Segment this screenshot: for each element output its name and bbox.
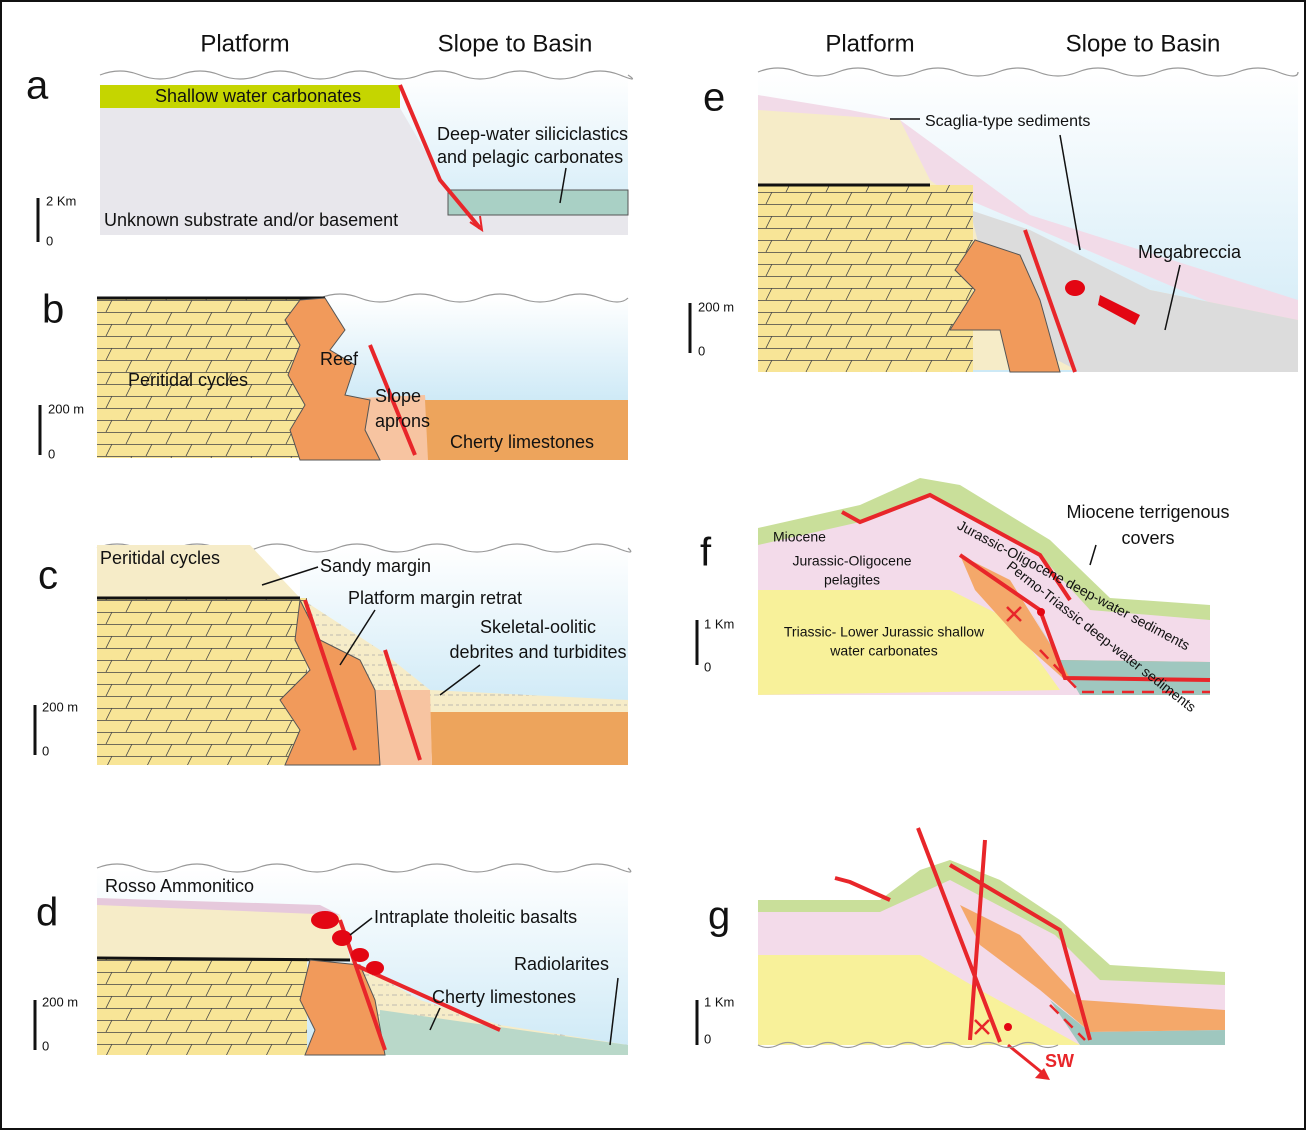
header: Slope to Basin [438, 30, 593, 57]
label: Unknown substrate and/or basement [104, 210, 398, 230]
scale-label: 0 [704, 1031, 711, 1046]
panel-letter: d [36, 891, 58, 935]
label: Sandy margin [320, 556, 431, 576]
label: Rosso Ammonitico [105, 876, 254, 896]
toward-symbol [1004, 1023, 1012, 1031]
scale-label: 1 Km [704, 616, 734, 631]
deep-water-layer [448, 190, 628, 215]
scale-label: 200 m [42, 699, 78, 714]
label: Megabreccia [1138, 242, 1242, 262]
header: Platform [200, 30, 289, 57]
label: Scaglia-type sediments [925, 113, 1090, 130]
scale-label: 0 [698, 343, 705, 358]
label: Miocene [773, 529, 826, 545]
panel-b: Peritidal cycles Reef Slope aprons Chert… [40, 288, 628, 462]
panel-letter: g [708, 894, 730, 938]
figure: Platform Slope to Basin Platform Slope t… [0, 0, 1306, 1130]
panel-e: Scaglia-type sediments Megabreccia e 200… [690, 68, 1298, 372]
header: Slope to Basin [1066, 30, 1221, 57]
label: Intraplate tholeitic basalts [374, 907, 577, 927]
panel-a: Shallow water carbonates Deep-water sili… [26, 64, 633, 249]
scale-label: 200 m [42, 994, 78, 1009]
panel-letter: b [42, 288, 64, 332]
label: Jurassic-Oligocene [792, 553, 911, 569]
scale-label: 0 [42, 743, 49, 758]
label: Triassic- Lower Jurassic shallow [784, 624, 985, 640]
basalt [311, 911, 339, 929]
toward-symbol [1037, 608, 1045, 616]
label: Peritidal cycles [128, 370, 248, 390]
platform [97, 958, 307, 1055]
basalt [351, 948, 369, 962]
label: Platform margin retrat [348, 588, 522, 608]
scale-label: 200 m [698, 299, 734, 314]
scale-label: 2 Km [46, 193, 76, 208]
basin [430, 712, 628, 765]
surface [97, 958, 350, 960]
panel-d: Rosso Ammonitico Intraplate tholeitic ba… [35, 864, 631, 1055]
block [1065, 280, 1085, 296]
panel-letter: f [700, 531, 712, 575]
label: Cherty limestones [432, 987, 576, 1007]
label: aprons [375, 411, 430, 431]
label: Shallow water carbonates [155, 86, 361, 106]
scale-label: 0 [46, 233, 53, 248]
label: Radiolarites [514, 954, 609, 974]
scale-label: 200 m [48, 401, 84, 416]
label: Miocene terrigenous [1066, 502, 1229, 522]
scale-label: 0 [42, 1038, 49, 1053]
panel-letter: e [703, 76, 725, 120]
scale-label: 1 Km [704, 994, 734, 1009]
scale-label: 0 [48, 446, 55, 461]
platform [758, 185, 973, 372]
label: Reef [320, 349, 359, 369]
label: SW [1045, 1051, 1074, 1071]
label: pelagites [824, 572, 880, 588]
scale-label: 0 [704, 659, 711, 674]
platform [97, 598, 307, 765]
panel-c: Peritidal cycles Sandy margin Platform m… [35, 544, 631, 765]
label: Skeletal-oolitic [480, 617, 596, 637]
basalt [332, 930, 352, 946]
label: Cherty limestones [450, 432, 594, 452]
panel-letter: a [26, 64, 49, 108]
basalt [366, 961, 384, 975]
label: Peritidal cycles [100, 548, 220, 568]
label: Slope [375, 386, 421, 406]
label: Deep-water siliciclastics [437, 124, 628, 144]
water [320, 298, 628, 403]
label: covers [1121, 528, 1174, 548]
panel-letter: c [38, 554, 58, 598]
label: and pelagic carbonates [437, 147, 623, 167]
label: water carbonates [829, 643, 937, 659]
label: debrites and turbidites [449, 642, 626, 662]
header: Platform [825, 30, 914, 57]
